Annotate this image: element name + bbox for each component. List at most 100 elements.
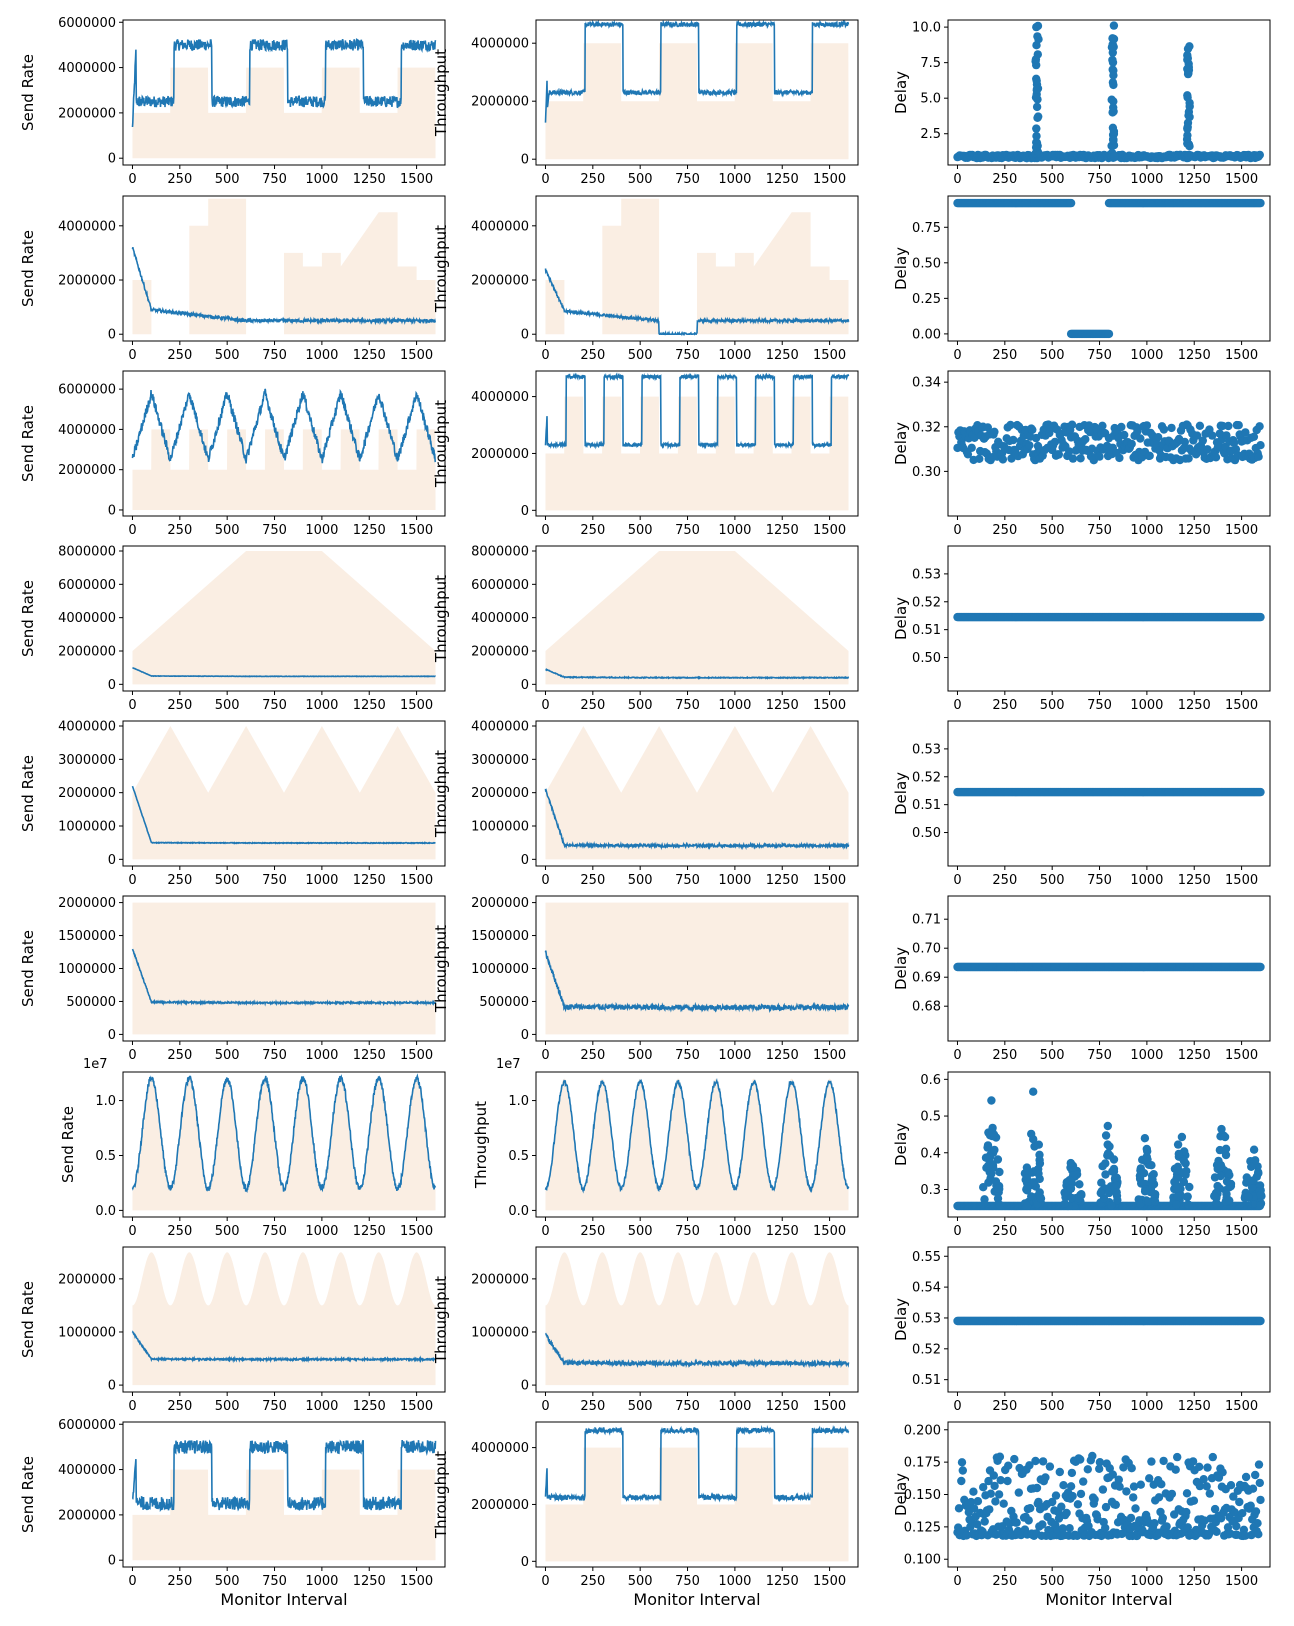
x-tick-label: 500 [215, 698, 240, 713]
scatter-point [1090, 1495, 1099, 1504]
x-tick-label: 250 [992, 348, 1017, 363]
scatter-point [1095, 1464, 1104, 1474]
scatter-point [1253, 1519, 1262, 1528]
capacity-area [545, 1078, 849, 1211]
y-tick-label: 2000000 [471, 1498, 529, 1513]
y-tick-label: 0.32 [912, 420, 941, 435]
x-tick-label: 0 [128, 348, 136, 363]
scatter-point [1058, 1524, 1068, 1533]
capacity-area [545, 902, 849, 1035]
scatter-point [1076, 1489, 1086, 1499]
y-axis-label: Send Rate [59, 1106, 77, 1183]
y-tick-label: 1500000 [58, 929, 116, 944]
scatter-point [1083, 1465, 1093, 1474]
x-tick-label: 250 [167, 1399, 192, 1414]
x-tick-label: 0 [541, 348, 549, 363]
x-tick-label: 1000 [1130, 1048, 1163, 1063]
scatter-point [1109, 97, 1118, 106]
scatter-point [980, 1517, 989, 1526]
scatter-point [1195, 1481, 1205, 1491]
capacity-area [132, 429, 436, 510]
y-tick-label: 0.3 [920, 1183, 941, 1198]
scatter-point [1198, 436, 1208, 445]
y-axis-label: Delay [892, 71, 910, 114]
scatter-point [1185, 142, 1194, 151]
scatter-point [1129, 1482, 1139, 1491]
scatter-point [987, 1169, 996, 1178]
scatter-point [1210, 1504, 1220, 1514]
scatter-point [1127, 1464, 1136, 1473]
scatter-point [969, 1487, 978, 1496]
scatter-point [1222, 431, 1231, 440]
scatter-point [1066, 1184, 1076, 1193]
plot-area [131, 1252, 437, 1386]
y-tick-label: 500000 [66, 995, 116, 1010]
x-tick-label: 250 [167, 698, 192, 713]
subplot-r1-c0: 0 2000000 4000000 0 250 500 750 1000 1250 1500 Sen… [19, 195, 446, 363]
y-tick-label: 1000000 [58, 1325, 116, 1340]
y-tick-label: 0.54 [912, 1281, 941, 1296]
scatter-point [975, 454, 984, 463]
scatter-point [1255, 422, 1264, 431]
capacity-area [545, 1447, 849, 1562]
scatter-point [1229, 438, 1239, 447]
scatter-point [1246, 1501, 1255, 1510]
scatter-point [1224, 421, 1233, 431]
x-tick-label: 0 [128, 873, 136, 888]
x-tick-label: 250 [992, 1224, 1017, 1239]
x-tick-label: 1250 [766, 172, 799, 187]
scatter-point [1154, 433, 1163, 442]
x-tick-label: 1250 [353, 1048, 386, 1063]
x-tick-label: 1500 [400, 348, 433, 363]
x-tick-label: 750 [1087, 1048, 1112, 1063]
subplot-r0-c0: 0 2000000 4000000 6000000 0 250 500 750 1000 1250… [19, 16, 446, 187]
series-line [544, 20, 850, 123]
scatter-point [1109, 71, 1118, 80]
y-tick-label: 0.34 [912, 376, 941, 391]
scatter-point [1117, 422, 1126, 432]
scatter-point [1062, 1508, 1071, 1518]
x-tick-label: 1250 [1178, 1048, 1211, 1063]
scatter-point [1254, 1460, 1264, 1469]
capacity-area [132, 1252, 436, 1386]
scatter-point [1032, 131, 1041, 141]
y-axis-label: Throughput [432, 1276, 450, 1364]
y-tick-label: 0.69 [912, 971, 941, 986]
y-axis-label: Throughput [432, 225, 450, 313]
y-axis-label: Delay [892, 947, 910, 990]
y-tick-label: 4000000 [58, 720, 116, 735]
x-tick-label: 250 [992, 698, 1017, 713]
x-tick-label: 250 [167, 523, 192, 538]
plot-area [953, 1087, 1266, 1211]
x-tick-label: 1500 [813, 1574, 846, 1589]
x-tick-label: 1250 [766, 1048, 799, 1063]
y-tick-label: 3000000 [471, 753, 529, 768]
x-tick-label: 1250 [1178, 1224, 1211, 1239]
scatter-point [1173, 1452, 1182, 1462]
scatter-point [1159, 1456, 1168, 1466]
scatter-point [1256, 1190, 1266, 1199]
scatter-point [1067, 420, 1077, 429]
scatter-point [1195, 1462, 1204, 1472]
y-tick-label: 7.5 [920, 56, 941, 71]
scatter-point [1171, 1465, 1180, 1474]
y-tick-label: 0.150 [904, 1488, 941, 1503]
scatter-point [1108, 1167, 1117, 1176]
scatter-point [1104, 1188, 1114, 1198]
scatter-point [1217, 1124, 1226, 1134]
plot-area [544, 1077, 850, 1211]
x-tick-label: 0 [128, 1574, 136, 1589]
plot-area [953, 612, 1265, 622]
plot-area [131, 1073, 437, 1211]
subplot-r6-c1: 0.0 0.5 1.0 0 250 500 750 1000 1250 1500 1e7 Throug… [472, 1057, 859, 1239]
x-tick-label: 1000 [305, 873, 338, 888]
subplot-r6-c2: 0.3 0.4 0.5 0.6 0 250 500 750 1000 1250 1500 Delay [892, 1071, 1271, 1239]
series-line [545, 1332, 850, 1369]
y-tick-label: 0 [521, 328, 529, 343]
scatter-series [953, 1451, 1265, 1541]
scatter-point [1032, 102, 1042, 112]
y-tick-label: 0.4 [920, 1146, 941, 1161]
scatter-point [1172, 1166, 1182, 1175]
scatter-point [954, 1504, 964, 1513]
